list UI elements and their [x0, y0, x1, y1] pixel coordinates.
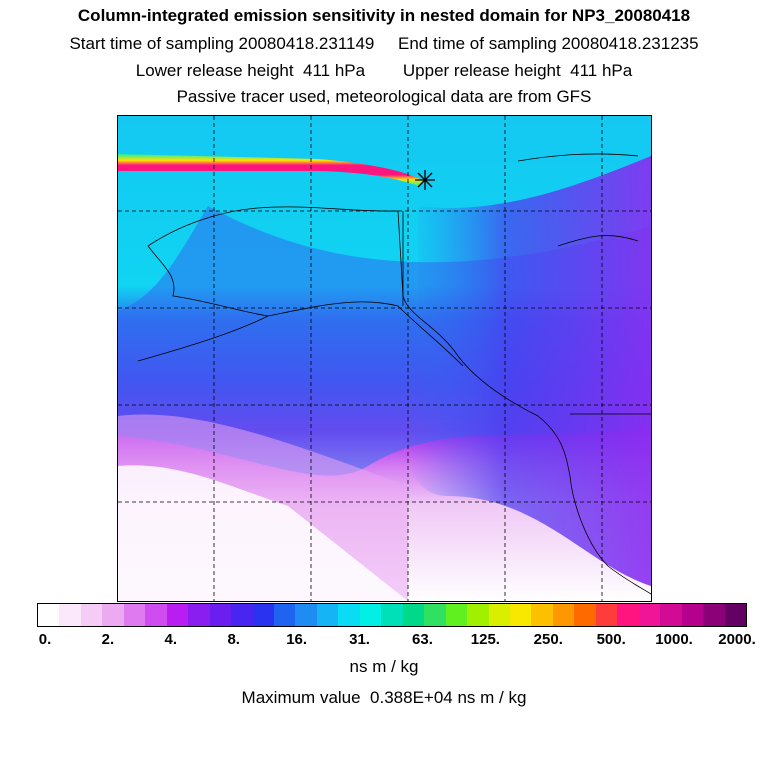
colorbar-swatch — [467, 604, 489, 626]
colorbar-tick-label: 1000. — [655, 631, 693, 648]
colorbar-swatch — [488, 604, 510, 626]
coastline-alaska-northwest — [147, 206, 651, 595]
release-height-line: Lower release height 411 hPa Upper relea… — [135, 61, 633, 80]
colorbar-swatch — [617, 604, 639, 626]
colorbar-swatch — [166, 604, 189, 626]
colorbar-tick-label: 4. — [164, 631, 178, 648]
colorbar-swatch — [574, 604, 596, 626]
coastline-alaska-southwest — [137, 245, 270, 362]
violet-sensitivity-region — [408, 156, 651, 586]
colorbar-swatch — [660, 604, 682, 626]
colorbar-tick-label: 2000. — [718, 631, 756, 648]
colorbar-swatch — [338, 604, 360, 626]
lake-outline — [557, 235, 639, 247]
colorbar-swatch — [80, 604, 103, 626]
colorbar-tick-label: 63. — [412, 631, 433, 648]
release-location-marker — [415, 170, 435, 190]
colorbar-swatch — [509, 604, 532, 626]
coastline-arctic — [517, 153, 639, 162]
colorbar-swatch — [295, 604, 317, 626]
low-sensitivity-region — [118, 465, 408, 601]
colorbar-swatch — [552, 604, 575, 626]
colorbar-swatch — [123, 604, 146, 626]
colorbar-tick-label: 250. — [533, 631, 563, 648]
colorbar-swatch — [595, 604, 618, 626]
colorbar-swatch — [424, 604, 446, 626]
coastlines — [137, 153, 651, 595]
colorbar-units: ns m / kg — [349, 657, 419, 676]
colorbar-tick-label: 0. — [38, 631, 52, 648]
colorbar-swatch — [59, 604, 81, 626]
colorbar-swatch — [359, 604, 382, 626]
page-title: Column-integrated emission sensitivity i… — [77, 6, 691, 25]
tracer-info-line: Passive tracer used, meteorological data… — [176, 87, 592, 106]
colorbar-tick-label: 500. — [596, 631, 626, 648]
colorbar-tick-label: 31. — [349, 631, 370, 648]
colorbar-tick-label: 16. — [286, 631, 308, 648]
colorbar-swatch — [316, 604, 339, 626]
plume-trajectory — [118, 154, 425, 186]
colorbar-tick-label: 2. — [101, 631, 115, 648]
colorbar-swatch — [38, 604, 60, 626]
colorbar-swatch — [145, 604, 167, 626]
colorbar-swatch — [231, 604, 253, 626]
colorbar-tick-label: 125. — [470, 631, 500, 648]
colorbar-swatch — [381, 604, 403, 626]
colorbar-swatch — [703, 604, 725, 626]
colorbar-swatch — [188, 604, 210, 626]
colorbar-swatch — [252, 604, 274, 626]
graticule — [118, 116, 651, 601]
colorbar-swatch — [681, 604, 704, 626]
colorbar-swatch — [445, 604, 468, 626]
colorbar-swatch — [724, 604, 746, 626]
maximum-value-text: Maximum value 0.388E+04 ns m / kg — [241, 688, 527, 707]
colorbar — [37, 603, 747, 627]
colorbar-swatch — [102, 604, 124, 626]
sensitivity-map — [117, 115, 652, 602]
colorbar-swatch — [402, 604, 425, 626]
colorbar-swatch — [638, 604, 661, 626]
map-canvas — [118, 116, 651, 601]
sampling-time-line: Start time of sampling 20080418.231149 E… — [69, 34, 699, 53]
colorbar-tick-label: 8. — [227, 631, 240, 648]
colorbar-swatch — [273, 604, 296, 626]
colorbar-swatch — [209, 604, 232, 626]
colorbar-swatch — [531, 604, 553, 626]
